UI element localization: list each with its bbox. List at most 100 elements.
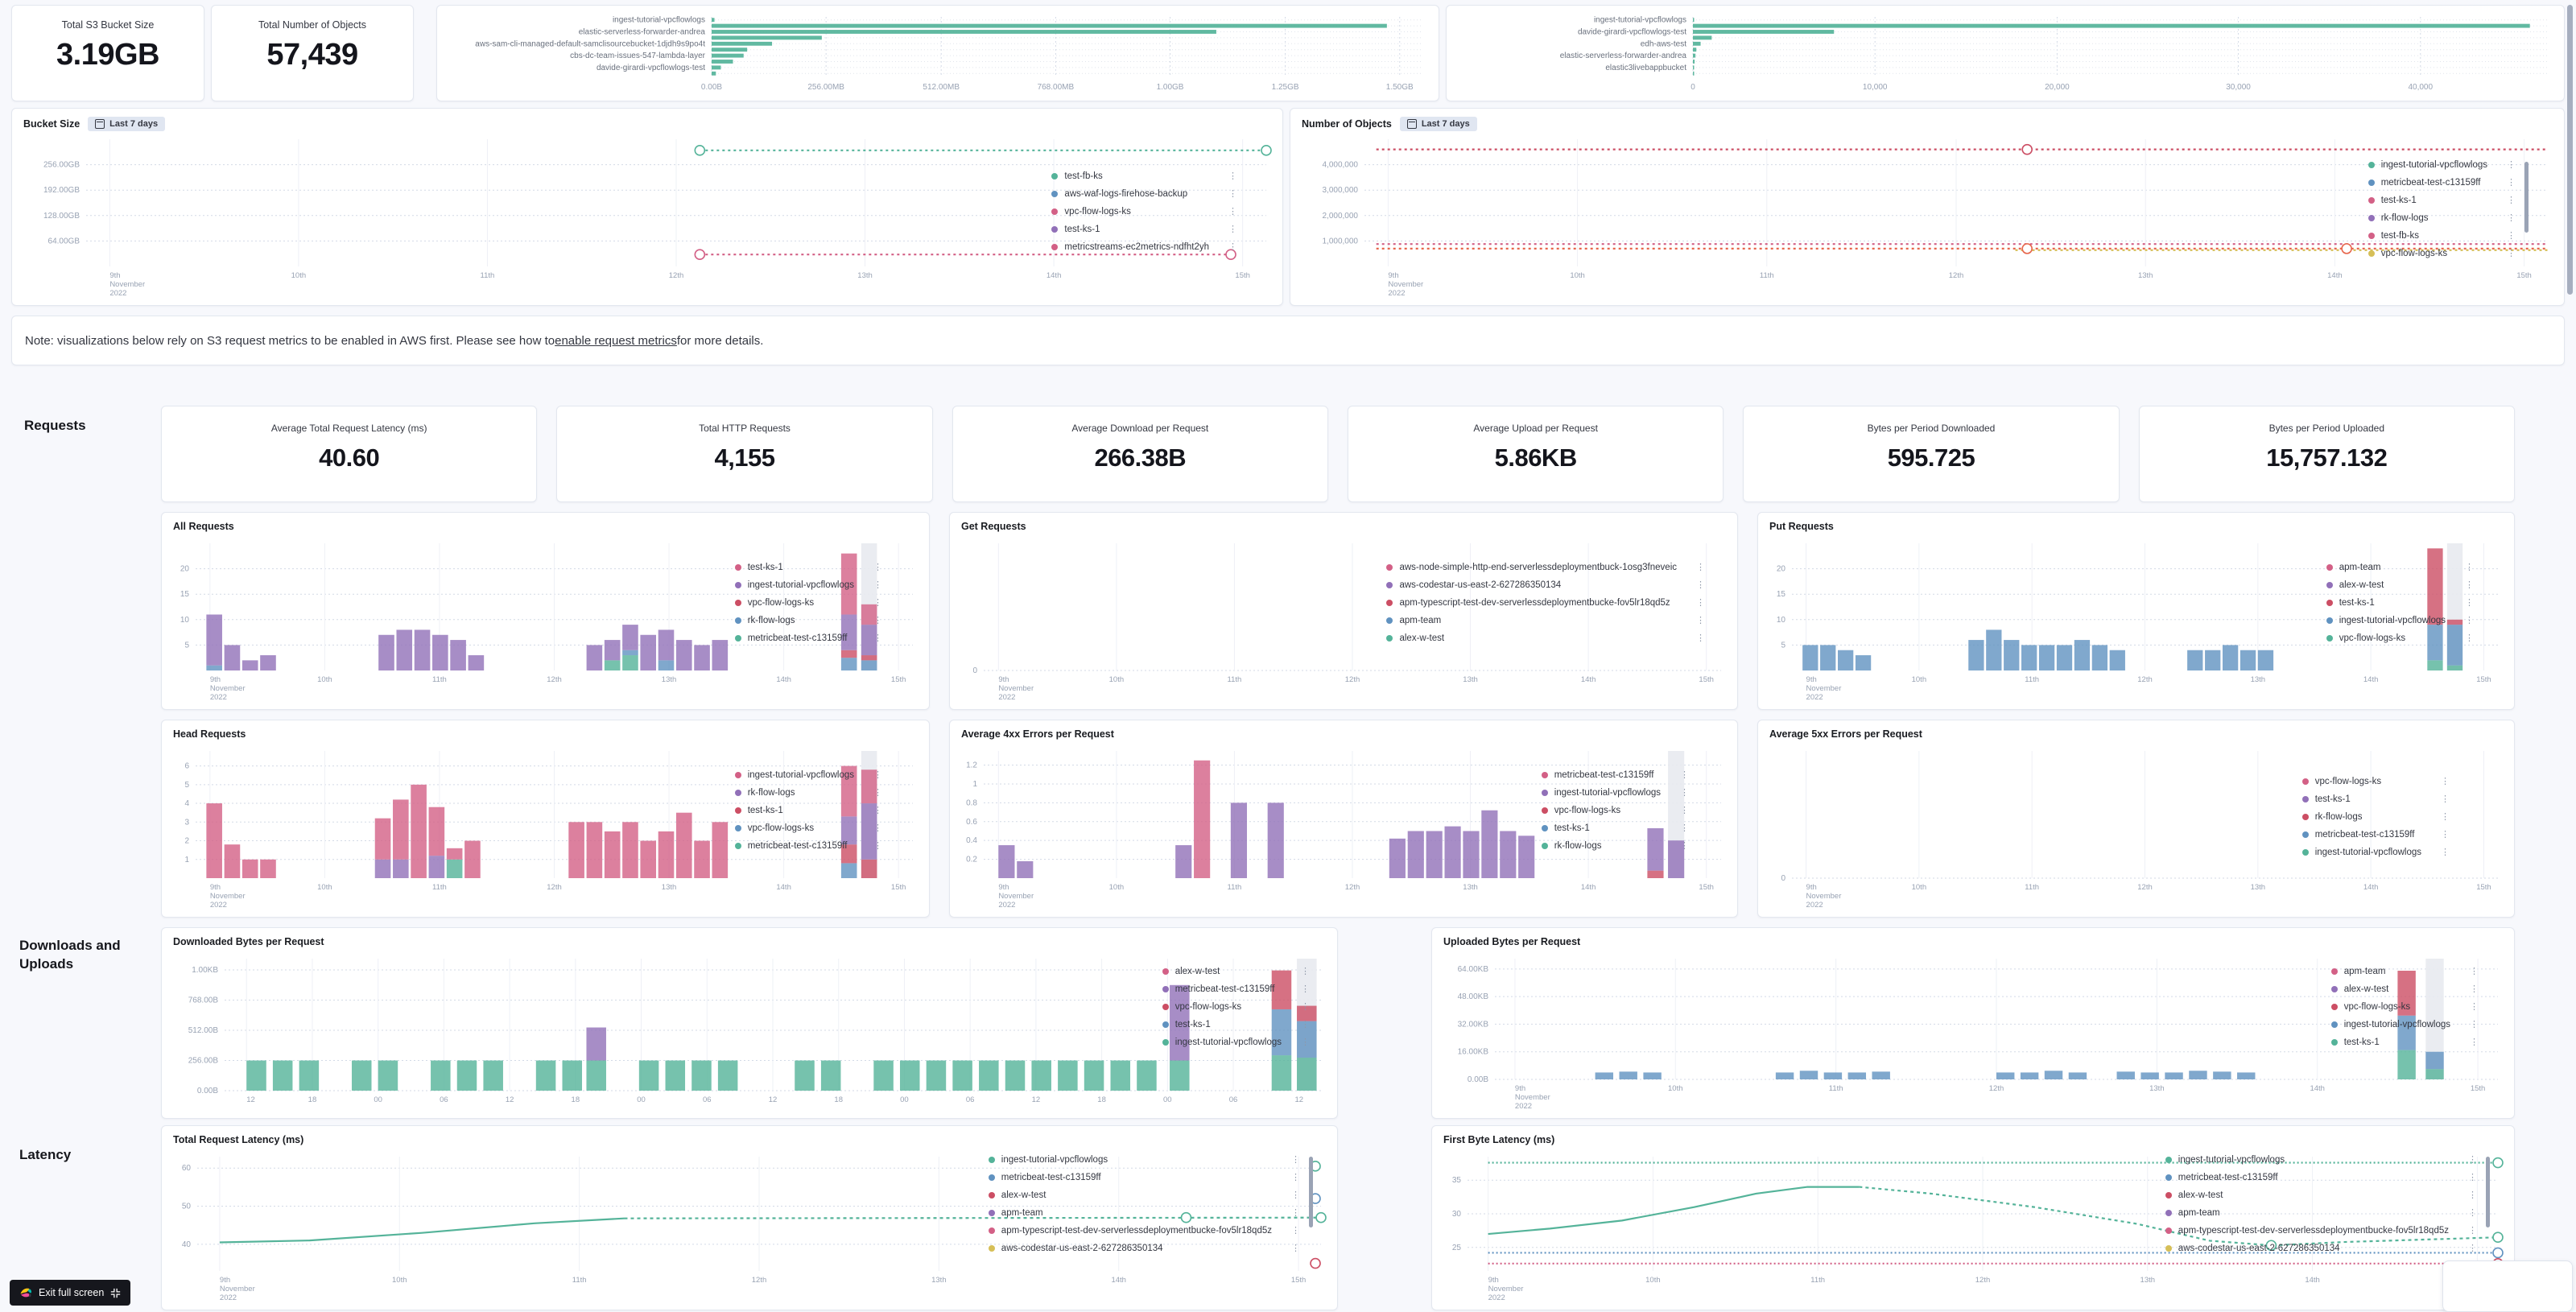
legend-item[interactable]: aws-codestar-us-east-2-627286350134 ⋮ bbox=[1386, 580, 1705, 590]
legend-menu-icon[interactable]: ⋮ bbox=[1301, 1001, 1310, 1012]
legend-menu-icon[interactable]: ⋮ bbox=[2441, 811, 2450, 822]
legend-item[interactable]: test-ks-1 ⋮ bbox=[1051, 225, 1237, 234]
page-scrollbar[interactable] bbox=[2566, 0, 2574, 1310]
legend-menu-icon[interactable]: ⋮ bbox=[1228, 206, 1237, 217]
uploaded-bytes-chart[interactable]: 0.00B 16.00KB 32.00KB 48.00KB 64.00KB 9th Nove… bbox=[1437, 951, 2508, 1115]
legend-menu-icon[interactable]: ⋮ bbox=[1301, 1019, 1310, 1029]
legend-item[interactable]: test-ks-1 ⋮ bbox=[2326, 598, 2474, 608]
legend-menu-icon[interactable]: ⋮ bbox=[1680, 823, 1689, 833]
legend-menu-icon[interactable]: ⋮ bbox=[1228, 188, 1237, 199]
chart-legend[interactable]: apm-team ⋮ alex-w-test ⋮ vpc-flow-logs-ks ⋮ in… bbox=[2330, 967, 2479, 1047]
legend-menu-icon[interactable]: ⋮ bbox=[2468, 1190, 2477, 1200]
legend-item[interactable]: ingest-tutorial-vpcflowlogs ⋮ bbox=[988, 1154, 1300, 1165]
legend-item[interactable]: test-ks-1 ⋮ bbox=[1541, 823, 1689, 833]
legend-item[interactable]: metricbeat-test-c13159ff ⋮ bbox=[1541, 769, 1689, 780]
legend-item[interactable]: ingest-tutorial-vpcflowlogs ⋮ bbox=[1541, 787, 1689, 798]
legend-menu-icon[interactable]: ⋮ bbox=[2465, 597, 2474, 608]
legend-item[interactable]: alex-w-test ⋮ bbox=[2330, 984, 2479, 994]
time-range-badge[interactable]: Last 7 days bbox=[88, 117, 166, 131]
legend-menu-icon[interactable]: ⋮ bbox=[1696, 615, 1705, 625]
legend-item[interactable]: aws-waf-logs-firehose-backup ⋮ bbox=[1051, 189, 1237, 199]
chart-legend[interactable]: ingest-tutorial-vpcflowlogs ⋮ rk-flow-logs… bbox=[734, 769, 882, 851]
legend-item[interactable]: ingest-tutorial-vpcflowlogs ⋮ bbox=[734, 769, 882, 780]
legend-item[interactable]: aws-node-simple-http-end-serverlessdeplo… bbox=[1386, 563, 1705, 572]
legend-item[interactable]: metricbeat-test-c13159ff ⋮ bbox=[2368, 178, 2516, 188]
legend-menu-icon[interactable]: ⋮ bbox=[1301, 966, 1310, 976]
legend-item[interactable]: ingest-tutorial-vpcflowlogs ⋮ bbox=[2301, 847, 2450, 857]
legend-menu-icon[interactable]: ⋮ bbox=[1696, 633, 1705, 643]
legend-menu-icon[interactable]: ⋮ bbox=[873, 805, 882, 815]
legend-menu-icon[interactable]: ⋮ bbox=[1291, 1243, 1300, 1253]
legend-menu-icon[interactable]: ⋮ bbox=[2468, 1154, 2477, 1165]
legend-item[interactable]: vpc-flow-logs-ks ⋮ bbox=[2330, 1002, 2479, 1012]
legend-item[interactable]: ingest-tutorial-vpcflowlogs ⋮ bbox=[1162, 1038, 1310, 1047]
put-requests-chart[interactable]: 5 10 15 20 9th November 2022 10th 11th 12th 13th 14… bbox=[1763, 535, 2508, 706]
legend-menu-icon[interactable]: ⋮ bbox=[2507, 195, 2516, 205]
legend-item[interactable]: rk-flow-logs ⋮ bbox=[1541, 841, 1689, 851]
all-requests-chart[interactable]: 5 10 15 20 9th November 2022 10th 11th 12th 13th 14… bbox=[167, 535, 923, 706]
legend-menu-icon[interactable]: ⋮ bbox=[1291, 1207, 1300, 1218]
legend-menu-icon[interactable]: ⋮ bbox=[873, 597, 882, 608]
enable-request-metrics-link[interactable]: enable request metrics bbox=[555, 333, 677, 348]
legend-item[interactable]: apm-team ⋮ bbox=[2326, 563, 2474, 572]
legend-item[interactable]: aws-codestar-us-east-2-627286350134 ⋮ bbox=[988, 1243, 1300, 1253]
legend-item[interactable]: vpc-flow-logs-ks ⋮ bbox=[2368, 249, 2516, 258]
legend-menu-icon[interactable]: ⋮ bbox=[2441, 829, 2450, 840]
legend-menu-icon[interactable]: ⋮ bbox=[2441, 794, 2450, 804]
legend-menu-icon[interactable]: ⋮ bbox=[1680, 769, 1689, 780]
legend-menu-icon[interactable]: ⋮ bbox=[1291, 1154, 1300, 1165]
legend-menu-icon[interactable]: ⋮ bbox=[873, 769, 882, 780]
legend-scrollbar[interactable] bbox=[2486, 1157, 2490, 1227]
legend-menu-icon[interactable]: ⋮ bbox=[2468, 1225, 2477, 1236]
legend-item[interactable]: apm-typescript-test-dev-serverlessdeploy… bbox=[988, 1225, 1300, 1236]
legend-item[interactable]: test-ks-1 ⋮ bbox=[2301, 794, 2450, 804]
legend-menu-icon[interactable]: ⋮ bbox=[873, 823, 882, 833]
legend-menu-icon[interactable]: ⋮ bbox=[1228, 241, 1237, 252]
legend-item[interactable]: ingest-tutorial-vpcflowlogs ⋮ bbox=[734, 580, 882, 590]
legend-item[interactable]: apm-team ⋮ bbox=[2330, 967, 2479, 976]
legend-menu-icon[interactable]: ⋮ bbox=[1680, 805, 1689, 815]
legend-menu-icon[interactable]: ⋮ bbox=[873, 787, 882, 798]
legend-item[interactable]: metricstreams-ec2metrics-ndfht2yh ⋮ bbox=[1051, 242, 1237, 252]
get-requests-chart[interactable]: 0 9th November 2022 10th 11th 12th 13th 14th 15th bbox=[955, 535, 1731, 706]
legend-item[interactable]: rk-flow-logs ⋮ bbox=[734, 787, 882, 798]
legend-item[interactable]: alex-w-test ⋮ bbox=[1386, 633, 1705, 643]
legend-menu-icon[interactable]: ⋮ bbox=[2441, 847, 2450, 857]
chart-legend[interactable]: ingest-tutorial-vpcflowlogs ⋮ metricbeat-t… bbox=[2165, 1154, 2490, 1253]
legend-item[interactable]: metricbeat-test-c13159ff ⋮ bbox=[2301, 829, 2450, 840]
legend-menu-icon[interactable]: ⋮ bbox=[2507, 177, 2516, 188]
head-requests-chart[interactable]: 1 2 3 4 5 6 9th November 2022 10th 11th 12th 13th 14t… bbox=[167, 743, 923, 914]
legend-item[interactable]: ingest-tutorial-vpcflowlogs ⋮ bbox=[2330, 1019, 2479, 1029]
legend-menu-icon[interactable]: ⋮ bbox=[2507, 212, 2516, 223]
scrollbar-thumb[interactable] bbox=[2567, 5, 2573, 295]
legend-menu-icon[interactable]: ⋮ bbox=[2468, 1172, 2477, 1182]
legend-item[interactable]: vpc-flow-logs-ks ⋮ bbox=[1051, 207, 1237, 217]
legend-menu-icon[interactable]: ⋮ bbox=[873, 633, 882, 643]
legend-menu-icon[interactable]: ⋮ bbox=[2470, 1037, 2479, 1047]
legend-item[interactable]: vpc-flow-logs-ks ⋮ bbox=[734, 823, 882, 833]
legend-item[interactable]: metricbeat-test-c13159ff ⋮ bbox=[734, 633, 882, 643]
legend-menu-icon[interactable]: ⋮ bbox=[2468, 1207, 2477, 1218]
time-range-badge[interactable]: Last 7 days bbox=[1399, 117, 1477, 131]
legend-menu-icon[interactable]: ⋮ bbox=[2507, 159, 2516, 170]
legend-menu-icon[interactable]: ⋮ bbox=[2470, 1019, 2479, 1029]
legend-item[interactable]: test-ks-1 ⋮ bbox=[2330, 1037, 2479, 1047]
legend-menu-icon[interactable]: ⋮ bbox=[1696, 562, 1705, 572]
chart-legend[interactable]: test-ks-1 ⋮ ingest-tutorial-vpcflowlogs ⋮ vp… bbox=[734, 562, 882, 643]
legend-menu-icon[interactable]: ⋮ bbox=[873, 562, 882, 572]
legend-item[interactable]: aws-codestar-us-east-2-627286350134 ⋮ bbox=[2165, 1244, 2477, 1253]
legend-item[interactable]: vpc-flow-logs-ks ⋮ bbox=[2301, 777, 2450, 786]
exit-full-screen-button[interactable]: Exit full screen bbox=[10, 1280, 131, 1306]
legend-menu-icon[interactable]: ⋮ bbox=[873, 615, 882, 625]
legend-item[interactable]: test-fb-ks ⋮ bbox=[2368, 231, 2516, 241]
legend-item[interactable]: alex-w-test ⋮ bbox=[1162, 967, 1310, 976]
legend-menu-icon[interactable]: ⋮ bbox=[1291, 1225, 1300, 1236]
legend-menu-icon[interactable]: ⋮ bbox=[2468, 1243, 2477, 1253]
chart-legend[interactable]: test-fb-ks ⋮ aws-waf-logs-firehose-backup ⋮… bbox=[1051, 171, 1237, 252]
legend-menu-icon[interactable]: ⋮ bbox=[2465, 615, 2474, 625]
legend-menu-icon[interactable]: ⋮ bbox=[873, 580, 882, 590]
chart-legend[interactable]: ingest-tutorial-vpcflowlogs ⋮ metricbeat-t… bbox=[988, 1154, 1313, 1253]
total-request-latency-chart[interactable]: 40 50 60 9th November 2022 10th 11th 12th 13th 14t… bbox=[167, 1149, 1331, 1306]
chart-legend[interactable]: vpc-flow-logs-ks ⋮ test-ks-1 ⋮ rk-flow-logs ⋮… bbox=[2301, 777, 2450, 857]
legend-menu-icon[interactable]: ⋮ bbox=[1680, 787, 1689, 798]
